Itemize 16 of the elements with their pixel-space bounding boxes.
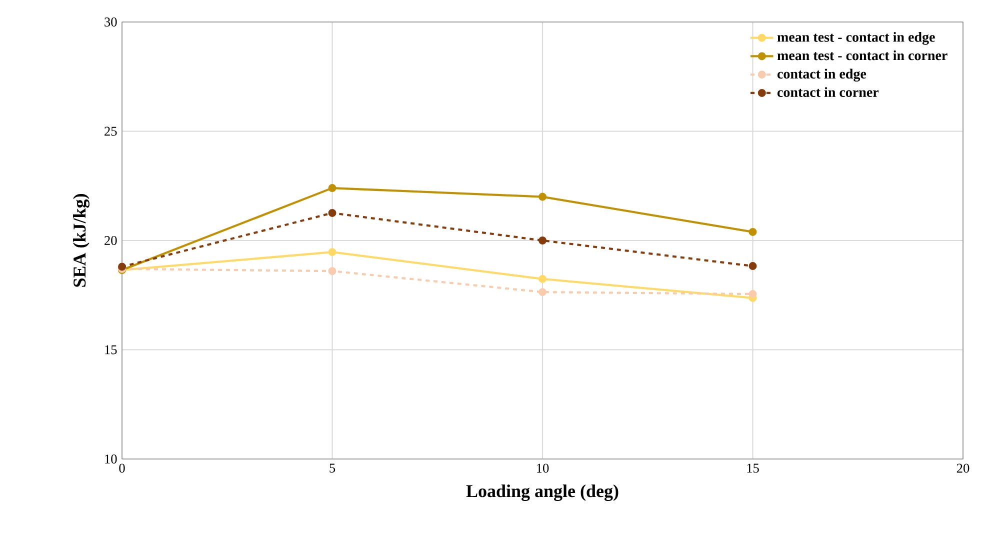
y-tick-label: 30 xyxy=(104,17,117,26)
x-tick-label: 20 xyxy=(956,464,970,473)
y-tick-label: 15 xyxy=(105,345,117,354)
legend-label: contact in edge xyxy=(777,68,866,82)
y-tick-label: 25 xyxy=(104,126,117,136)
x-tick-label: 15 xyxy=(747,464,759,473)
legend-label: mean test - contact in corner xyxy=(777,50,948,60)
y-tick-label: 10 xyxy=(105,454,117,464)
x-axis-title: Loading angle (deg) xyxy=(466,484,618,501)
y-tick-label: 20 xyxy=(104,236,117,245)
legend-label: mean test - contact in edge xyxy=(777,32,935,45)
y-axis-title: SEA (kJ/kg) xyxy=(73,194,90,287)
x-tick-label: 0 xyxy=(119,464,125,473)
legend-label: contact in corner xyxy=(777,87,879,97)
x-tick-label: 10 xyxy=(537,464,549,473)
x-tick-label: 5 xyxy=(330,464,336,473)
